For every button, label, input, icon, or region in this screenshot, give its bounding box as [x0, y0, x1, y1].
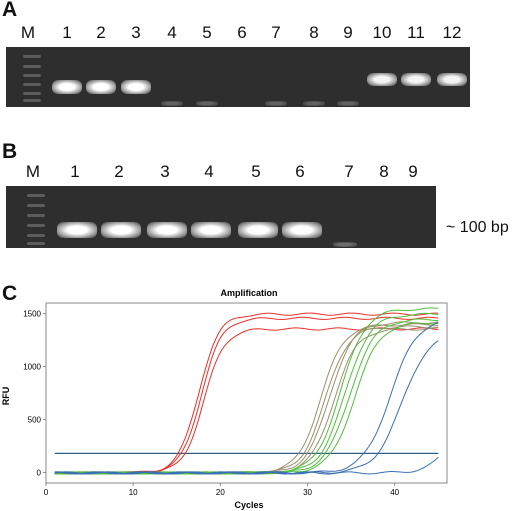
lane-label-b-7: 7	[344, 162, 354, 181]
amplification-curve-3	[54, 327, 439, 475]
lane-label-b-8: 8	[379, 162, 389, 181]
ladder-band-b-4	[27, 234, 45, 237]
band-b-lane-4	[191, 222, 231, 238]
band-a-lane-11	[401, 72, 431, 86]
chart-title: Amplification	[220, 288, 277, 298]
x-tick-label: 40	[390, 488, 399, 497]
y-tick-label: 500	[28, 415, 42, 424]
amplification-curve-2	[54, 316, 439, 475]
faint-band-a-lane-7	[265, 100, 287, 106]
ladder-band-a-1	[23, 65, 41, 68]
band-b-lane-3	[147, 222, 187, 238]
panel-c-letter: C	[2, 282, 18, 305]
band-a-lane-10	[367, 72, 397, 86]
marker-lane-label-a: M	[20, 23, 36, 42]
lane-label-b-1: 1	[70, 162, 80, 181]
ladder-band-b-5	[27, 242, 45, 245]
lane-label-b-3: 3	[160, 162, 170, 181]
ladder-band-a-4	[23, 92, 41, 95]
faint-band-a-lane-8	[303, 100, 325, 106]
amplification-curve-7	[54, 327, 439, 475]
band-a-lane-2	[86, 80, 116, 94]
ladder-band-b-2	[27, 214, 45, 217]
lane-label-b-5: 5	[251, 162, 261, 181]
amplification-curve-5	[54, 325, 439, 475]
y-tick-label: 1000	[23, 363, 41, 372]
faint-band-a-lane-5	[196, 100, 218, 106]
x-axis-label: Cycles	[234, 500, 263, 510]
panel-b-letter: B	[2, 140, 18, 163]
lane-label-a-9: 9	[343, 23, 353, 42]
band-b-lane-1	[57, 222, 97, 238]
lane-label-a-2: 2	[96, 23, 106, 42]
faint-band-a-lane-9	[337, 100, 359, 106]
x-tick-label: 0	[44, 488, 49, 497]
ladder-band-b-3	[27, 224, 45, 227]
ladder-band-b-1	[27, 204, 45, 207]
panel-a-letter: A	[2, 0, 18, 21]
gel-image-a	[6, 47, 470, 107]
ladder-band-a-2	[23, 74, 41, 77]
band-a-lane-12	[437, 72, 467, 86]
lane-label-b-6: 6	[295, 162, 305, 181]
x-tick-label: 20	[216, 488, 225, 497]
band-size-label: ~ 100 bp	[446, 219, 509, 236]
lane-label-a-8: 8	[309, 23, 319, 42]
lane-label-b-2: 2	[114, 162, 124, 181]
amplification-curve-4	[54, 323, 439, 475]
band-b-lane-5	[238, 222, 278, 238]
ladder-band-b-0	[27, 194, 45, 197]
y-tick-label: 0	[37, 468, 42, 477]
gel-image-b	[6, 186, 436, 248]
amplification-curve-13	[54, 340, 439, 475]
x-tick-label: 10	[129, 488, 138, 497]
lane-label-a-5: 5	[202, 23, 212, 42]
amplification-curve-12	[54, 321, 439, 475]
lane-label-a-6: 6	[237, 23, 247, 42]
lane-label-a-4: 4	[167, 23, 177, 42]
amplification-curve-6	[54, 321, 439, 475]
band-b-lane-6	[282, 222, 322, 238]
lane-label-b-4: 4	[204, 162, 214, 181]
y-axis-label: RFU	[1, 387, 11, 406]
amplification-curve-11	[54, 322, 439, 475]
ladder-band-a-3	[23, 83, 41, 86]
y-tick-label: 1500	[23, 310, 41, 319]
lane-label-a-1: 1	[62, 23, 72, 42]
band-b-lane-2	[101, 222, 141, 238]
lane-label-a-12: 12	[442, 23, 462, 42]
faint-band-b-lane-7	[333, 241, 357, 247]
lane-label-b-9: 9	[408, 162, 418, 181]
plot-frame	[45, 302, 448, 484]
ladder-band-a-0	[23, 55, 41, 58]
lane-label-a-7: 7	[271, 23, 281, 42]
lane-label-a-10: 10	[372, 23, 392, 42]
lane-label-a-3: 3	[131, 23, 141, 42]
ladder-band-a-5	[23, 99, 41, 102]
amplification-curve-14	[54, 456, 439, 475]
faint-band-a-lane-4	[161, 100, 183, 106]
band-a-lane-3	[121, 80, 151, 94]
marker-lane-label-b: M	[25, 162, 41, 181]
amplification-curve-10	[54, 318, 439, 475]
x-tick-label: 30	[303, 488, 312, 497]
band-a-lane-1	[52, 80, 82, 94]
lane-label-a-11: 11	[407, 23, 425, 42]
